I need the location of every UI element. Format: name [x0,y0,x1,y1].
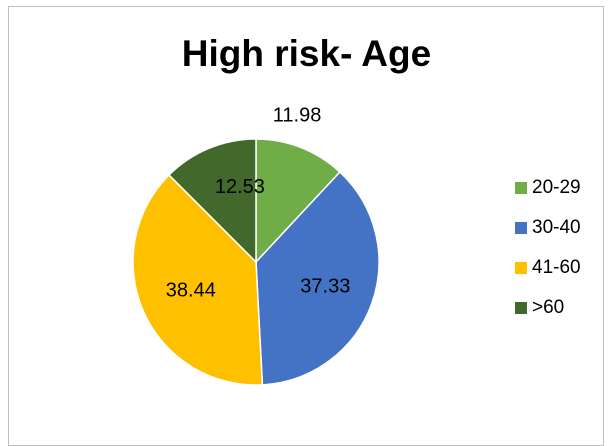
pie-slices [132,138,380,386]
data-label: 37.33 [300,276,350,298]
pie-chart: 11.98 37.33 38.44 12.53 [132,105,380,386]
data-label: 38.44 [166,279,216,301]
legend-label: 41-60 [532,257,581,278]
legend-item: 41-60 [515,258,581,278]
legend-item: 30-40 [515,218,581,238]
pie-slice-2029 [255,138,341,264]
legend-swatch [515,182,527,194]
data-labels: 11.98 37.33 38.44 12.53 [166,105,351,302]
chart-title: High risk- Age [181,33,432,74]
legend: 20-29 30-40 41-60 >60 [515,178,581,338]
data-label: 12.53 [215,176,265,198]
pie-slice-60 [167,138,257,264]
legend-item: >60 [515,298,581,318]
legend-item: 20-29 [515,178,581,198]
legend-label: 20-29 [532,177,581,198]
legend-swatch [515,222,527,234]
legend-swatch [515,302,527,314]
data-label: 11.98 [273,105,322,127]
pie-slice-3040 [255,170,380,386]
pie-slice-4160 [132,173,264,386]
legend-swatch [515,262,527,274]
legend-label: 30-40 [532,217,581,238]
legend-label: >60 [532,297,565,318]
